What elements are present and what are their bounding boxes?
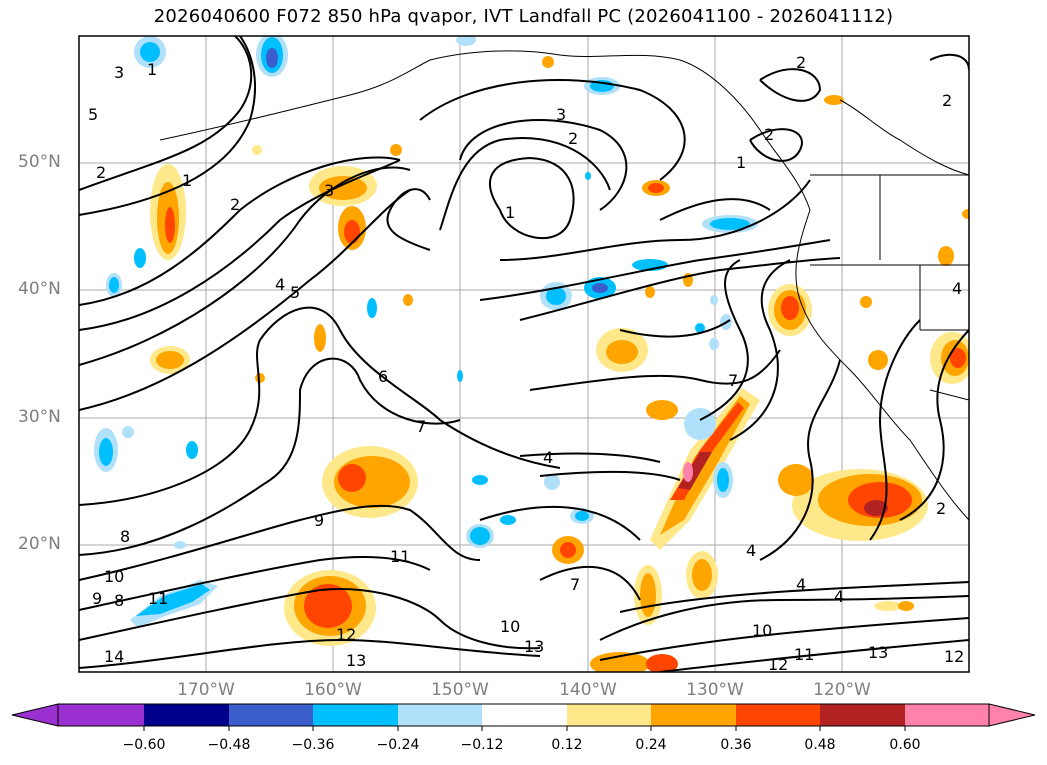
contour-label-1: 1 [736, 153, 746, 172]
contour-label-4: 4 [746, 541, 756, 560]
contour-label-11: 11 [390, 547, 410, 566]
colorbar-segment [398, 704, 482, 726]
colorbar-tick-label: −0.60 [122, 737, 166, 753]
contour-label-9: 9 [92, 589, 102, 608]
contour-label-4: 4 [275, 275, 285, 294]
lon-label-170w: 170°W [177, 680, 235, 700]
contour-labels: 3 1 5 2 1 2 3 4 5 3 2 1 6 7 4 9 11 8 10 … [88, 53, 964, 674]
ivt-contours [79, 36, 969, 672]
colorbar-segment [313, 704, 398, 726]
contour-label-2: 2 [796, 53, 806, 72]
contour-label-3: 3 [114, 63, 124, 82]
lon-label-130w: 130°W [686, 680, 744, 700]
contour-label-10: 10 [104, 567, 124, 586]
lat-label-40n: 40°N [18, 279, 61, 299]
contour-label-4: 4 [952, 279, 962, 298]
colorbar-tick-label: 0.48 [804, 737, 836, 753]
contour-label-12: 12 [336, 625, 356, 644]
contour-label-2: 2 [568, 129, 578, 148]
colorbar-segment [229, 704, 313, 726]
contour-label-11: 11 [148, 589, 168, 608]
colorbar-extend-min [11, 703, 59, 727]
colorbar-segment [58, 704, 144, 726]
contour-label-8: 8 [114, 591, 124, 610]
lat-label-50n: 50°N [18, 152, 61, 172]
colorbar-tick-label: −0.12 [460, 737, 504, 753]
contour-label-13: 13 [868, 643, 888, 662]
contour-label-7: 7 [416, 417, 426, 436]
contour-label-12: 12 [768, 655, 788, 674]
colorbar-tick-label: 0.36 [720, 737, 752, 753]
contour-label-7: 7 [728, 371, 738, 390]
lon-label-120w: 120°W [813, 680, 871, 700]
colorbar-segment [482, 704, 567, 726]
colorbar-segment [651, 704, 736, 726]
colorbar-segment [905, 704, 989, 726]
lon-label-160w: 160°W [304, 680, 362, 700]
map-plot-area [79, 36, 969, 672]
colorbar-tick-label: 0.60 [889, 737, 921, 753]
colorbar-segment [736, 704, 820, 726]
colorbar-segment [144, 704, 229, 726]
colorbar-tick-label: −0.48 [207, 737, 251, 753]
contour-label-13: 13 [524, 637, 544, 656]
contour-label-7: 7 [570, 575, 580, 594]
colorbar-tick-label: 0.12 [551, 737, 583, 753]
contour-label-6: 6 [378, 367, 388, 386]
contour-label-1: 1 [147, 60, 157, 79]
contour-label-14: 14 [104, 647, 124, 666]
contour-label-13: 13 [346, 651, 366, 670]
contour-label-8: 8 [120, 527, 130, 546]
contour-label-3: 3 [324, 181, 334, 200]
contour-label-10: 10 [752, 621, 772, 640]
contour-label-2: 2 [936, 499, 946, 518]
contour-label-11: 11 [794, 645, 814, 664]
contour-label-2: 2 [764, 125, 774, 144]
colorbar-frame [57, 703, 990, 727]
contour-label-4: 4 [543, 448, 553, 467]
contour-label-5: 5 [290, 283, 300, 302]
colorbar-tick-label: −0.36 [291, 737, 335, 753]
lon-label-150w: 150°W [431, 680, 489, 700]
contour-label-5: 5 [88, 105, 98, 124]
contour-label-4: 4 [796, 575, 806, 594]
coastlines [159, 50, 969, 521]
contour-label-4: 4 [834, 587, 844, 606]
colorbar-segment [820, 704, 905, 726]
map-frame [78, 35, 970, 673]
colorbar-extend-max [988, 703, 1036, 727]
contour-label-2: 2 [96, 163, 106, 182]
lat-label-30n: 30°N [18, 407, 61, 427]
contour-label-1: 1 [182, 171, 192, 190]
contour-label-1: 1 [505, 203, 515, 222]
contour-label-9: 9 [314, 511, 324, 530]
colorbar-tick-label: −0.24 [376, 737, 420, 753]
contour-label-10: 10 [500, 617, 520, 636]
colorbar-tick-label: 0.24 [635, 737, 667, 753]
map-title: 2026040600 F072 850 hPa qvapor, IVT Land… [153, 6, 894, 27]
colorbar [11, 703, 1036, 731]
contour-label-12: 12 [944, 647, 964, 666]
contour-label-2: 2 [942, 91, 952, 110]
colorbar-segment [567, 704, 651, 726]
lat-label-20n: 20°N [18, 534, 61, 554]
lon-label-140w: 140°W [559, 680, 617, 700]
contour-label-2: 2 [230, 195, 240, 214]
contour-label-3: 3 [556, 105, 566, 124]
